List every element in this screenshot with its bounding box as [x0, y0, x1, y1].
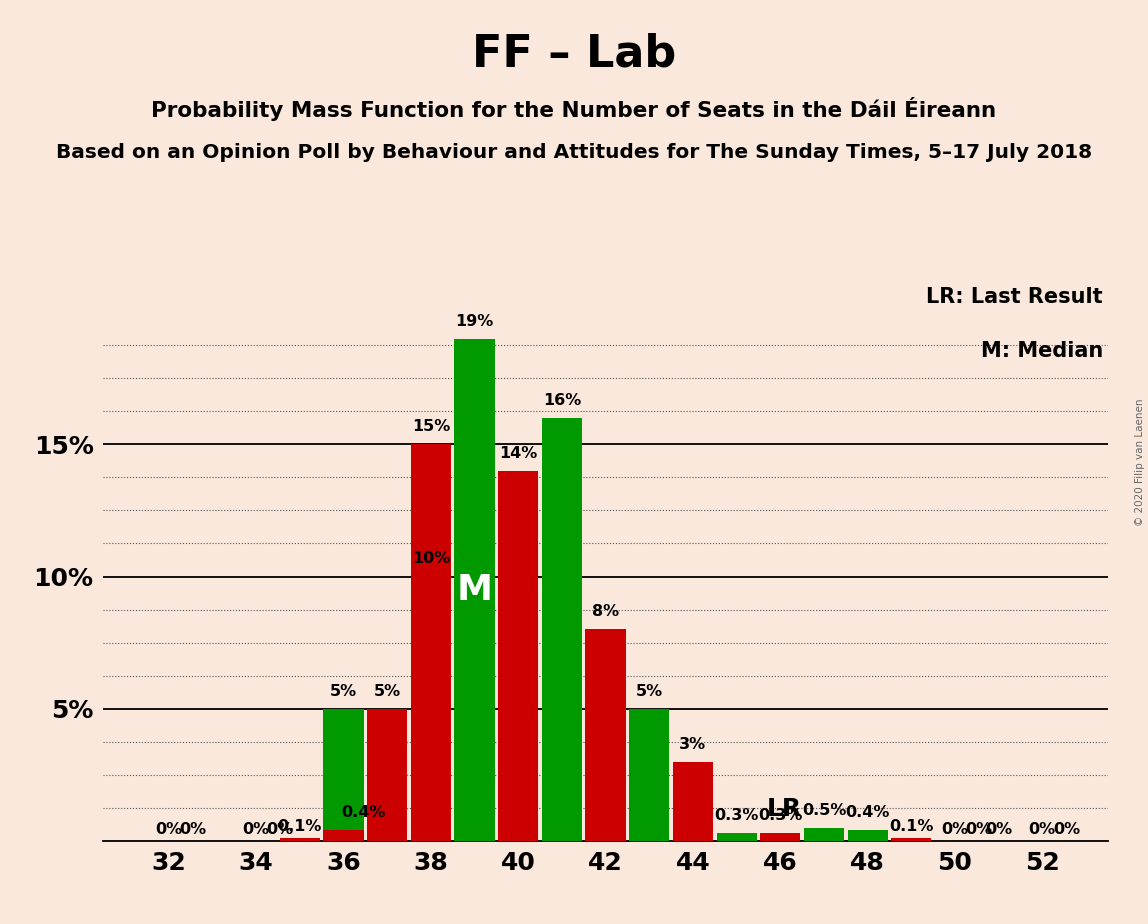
- Text: 5%: 5%: [636, 684, 662, 699]
- Text: 0.5%: 0.5%: [801, 803, 846, 818]
- Bar: [324, 831, 364, 841]
- Text: 5%: 5%: [329, 684, 357, 699]
- Text: Based on an Opinion Poll by Behaviour and Attitudes for The Sunday Times, 5–17 J: Based on an Opinion Poll by Behaviour an…: [56, 143, 1092, 163]
- Text: 16%: 16%: [543, 393, 581, 407]
- Bar: [629, 709, 669, 841]
- Text: LR: LR: [767, 797, 802, 821]
- Bar: [585, 629, 626, 841]
- Text: 0.1%: 0.1%: [889, 820, 933, 834]
- Bar: [673, 761, 713, 841]
- Text: 0.4%: 0.4%: [845, 805, 890, 821]
- Text: 0.4%: 0.4%: [341, 805, 386, 821]
- Text: 0%: 0%: [1053, 821, 1080, 837]
- Bar: [498, 471, 538, 841]
- Text: 0%: 0%: [941, 821, 969, 837]
- Text: 0%: 0%: [179, 821, 207, 837]
- Text: 5%: 5%: [373, 684, 401, 699]
- Text: LR: Last Result: LR: Last Result: [926, 286, 1103, 307]
- Text: 0%: 0%: [965, 821, 993, 837]
- Text: 14%: 14%: [499, 445, 537, 461]
- Bar: [542, 418, 582, 841]
- Text: 0%: 0%: [266, 821, 294, 837]
- Text: 0.1%: 0.1%: [278, 820, 323, 834]
- Text: M: Median: M: Median: [980, 341, 1103, 360]
- Text: 0.3%: 0.3%: [758, 808, 802, 823]
- Text: 19%: 19%: [456, 313, 494, 329]
- Bar: [891, 838, 931, 841]
- Text: M: M: [457, 573, 492, 607]
- Bar: [411, 577, 451, 841]
- Bar: [280, 838, 320, 841]
- Bar: [324, 709, 364, 841]
- Bar: [804, 828, 844, 841]
- Text: 0%: 0%: [1029, 821, 1056, 837]
- Text: 15%: 15%: [412, 419, 450, 434]
- Text: 10%: 10%: [412, 552, 450, 566]
- Text: 8%: 8%: [592, 604, 619, 619]
- Bar: [367, 709, 408, 841]
- Text: FF – Lab: FF – Lab: [472, 32, 676, 76]
- Bar: [455, 339, 495, 841]
- Text: 3%: 3%: [680, 736, 706, 751]
- Bar: [411, 444, 451, 841]
- Text: 0%: 0%: [242, 821, 270, 837]
- Text: © 2020 Filip van Laenen: © 2020 Filip van Laenen: [1134, 398, 1145, 526]
- Bar: [760, 833, 800, 841]
- Bar: [847, 831, 887, 841]
- Text: 0.3%: 0.3%: [714, 808, 759, 823]
- Text: Probability Mass Function for the Number of Seats in the Dáil Éireann: Probability Mass Function for the Number…: [152, 97, 996, 121]
- Text: 0%: 0%: [155, 821, 183, 837]
- Text: 0%: 0%: [985, 821, 1013, 837]
- Bar: [716, 833, 757, 841]
